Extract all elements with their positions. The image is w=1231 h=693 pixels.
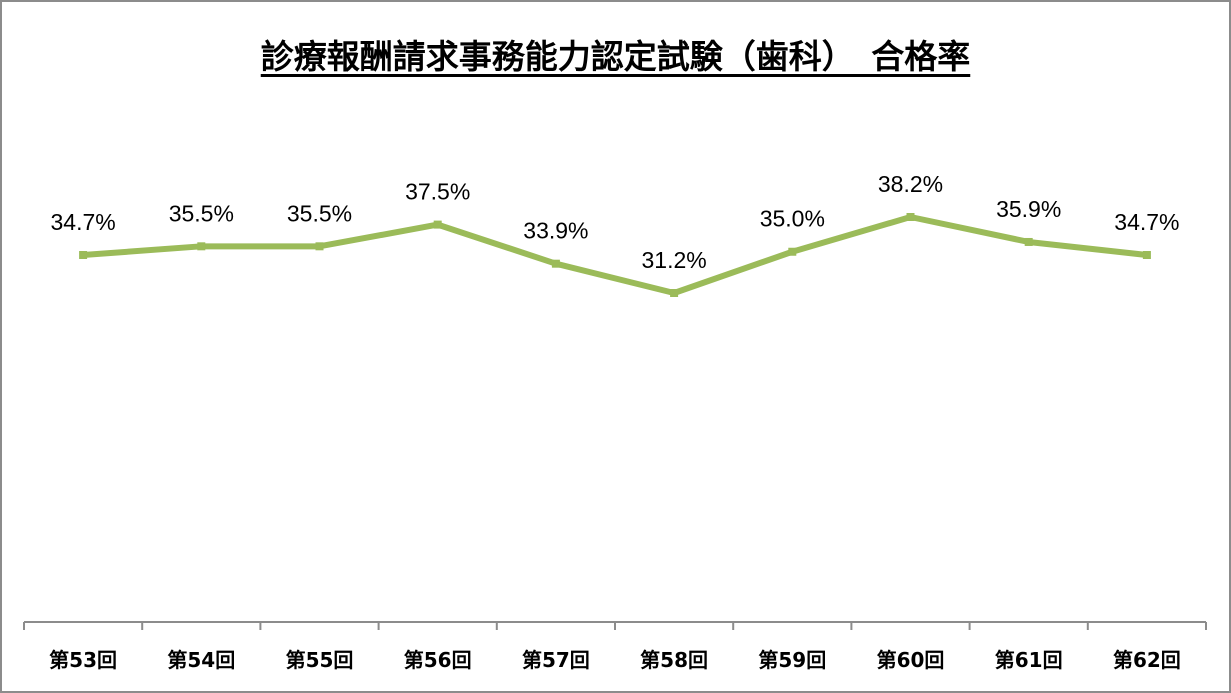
x-axis-label: 第53回	[49, 648, 117, 672]
data-label: 37.5%	[405, 179, 470, 205]
x-axis-label: 第62回	[1113, 648, 1181, 672]
x-axis-label: 第60回	[877, 648, 945, 672]
data-label: 38.2%	[878, 171, 943, 197]
data-point-marker	[197, 242, 206, 251]
x-axis-labels: 第53回 第54回 第55回 第56回 第57回 第58回 第59回 第60回 第61回 第62回	[49, 648, 1181, 672]
data-point-marker	[1142, 251, 1151, 259]
data-point-marker	[1024, 237, 1033, 246]
chart-title-text: 診療報酬請求事務能力認定試験（歯科） 合格率	[260, 37, 971, 76]
data-point-marker	[433, 220, 442, 229]
x-axis-label: 第54回	[167, 648, 235, 672]
data-point-marker	[315, 242, 324, 251]
data-label: 35.0%	[760, 206, 825, 232]
x-axis-label: 第59回	[758, 648, 826, 672]
data-label: 34.7%	[1114, 209, 1179, 235]
x-axis-label: 第61回	[995, 648, 1063, 672]
x-axis-label: 第56回	[404, 648, 472, 672]
data-labels: 34.7% 35.5% 35.5% 37.5% 33.9% 31.2% 35.0% 38.2%…	[50, 171, 1179, 273]
data-point-marker	[788, 247, 797, 256]
data-label: 31.2%	[641, 247, 706, 273]
x-axis-label: 第58回	[640, 648, 708, 672]
data-label: 33.9%	[523, 218, 588, 244]
data-label: 35.5%	[169, 200, 234, 226]
pass-rate-line	[80, 214, 1150, 296]
data-label: 34.7%	[50, 209, 115, 235]
data-point-marker	[670, 289, 679, 297]
x-axis	[23, 621, 1207, 630]
data-label: 35.5%	[287, 200, 352, 226]
x-axis-label: 第55回	[286, 648, 354, 672]
chart-title: 診療報酬請求事務能力認定試験（歯科） 合格率	[0, 30, 1231, 78]
x-axis-label: 第57回	[522, 648, 590, 672]
data-label: 35.9%	[996, 196, 1061, 222]
data-series-line	[79, 213, 1151, 297]
data-point-marker	[906, 213, 915, 221]
data-point-marker	[551, 259, 560, 268]
data-point-marker	[79, 251, 88, 259]
